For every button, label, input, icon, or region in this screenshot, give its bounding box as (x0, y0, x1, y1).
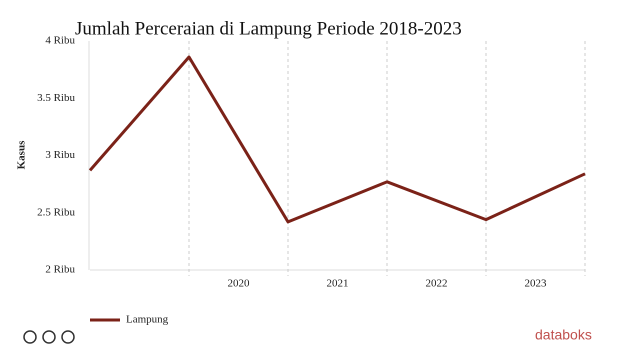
y-tick-label: 2.5 Ribu (37, 206, 75, 218)
chart-title: Jumlah Perceraian di Lampung Periode 201… (75, 18, 462, 39)
license-icons (23, 330, 75, 344)
legend-label: Lampung (126, 314, 169, 326)
line-series (88, 55, 586, 224)
y-tick-label: 4 Ribu (45, 35, 75, 47)
x-tick-label: 2020 (228, 278, 251, 290)
x-tick-label: 2023 (525, 278, 548, 290)
brand-logo: databoks (535, 327, 592, 343)
x-tick-label: 2021 (327, 278, 349, 290)
x-tick-label: 2022 (426, 278, 448, 290)
y-axis-label: Kasus (16, 140, 28, 169)
y-tick-label: 3.5 Ribu (37, 92, 75, 104)
y-tick-label: 3 Ribu (45, 149, 75, 161)
y-tick-label: 2 Ribu (45, 264, 75, 276)
